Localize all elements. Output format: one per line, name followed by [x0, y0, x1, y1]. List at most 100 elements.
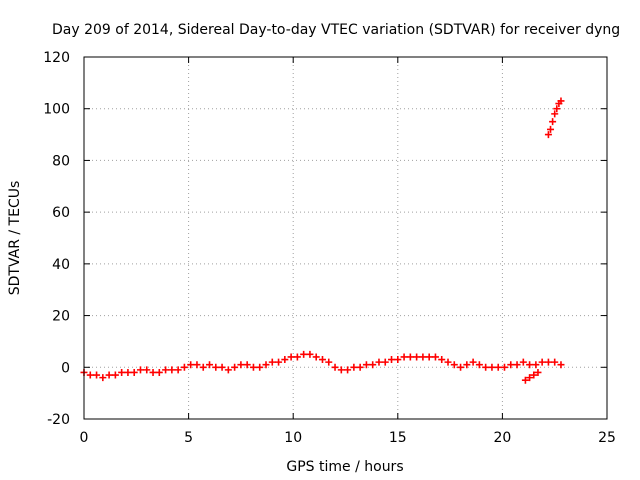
y-tick-label: -20 — [47, 412, 70, 428]
data-point — [249, 363, 257, 371]
data-point — [431, 353, 439, 361]
data-point — [174, 366, 182, 374]
data-point — [287, 353, 295, 361]
data-point — [318, 356, 326, 364]
x-tick-labels: 0 5 10 15 20 25 — [80, 430, 616, 446]
data-point — [475, 361, 483, 369]
x-tick-label: 15 — [389, 430, 407, 446]
data-point — [521, 376, 529, 384]
data-point — [237, 361, 245, 369]
data-point — [369, 361, 377, 369]
data-point — [507, 361, 515, 369]
data-point — [544, 131, 552, 139]
data-point — [206, 361, 214, 369]
data-point — [547, 125, 555, 133]
data-point — [124, 368, 132, 376]
data-point — [130, 368, 138, 376]
x-tick-label: 20 — [493, 430, 511, 446]
data-points — [80, 97, 565, 384]
data-point — [218, 363, 226, 371]
y-tick-labels: -20 0 20 40 60 80 100 120 — [43, 50, 70, 428]
data-point — [243, 361, 251, 369]
data-point — [118, 368, 126, 376]
data-point — [553, 105, 561, 113]
data-point — [293, 353, 301, 361]
data-point — [93, 371, 101, 379]
x-axis-title: GPS time / hours — [286, 459, 403, 475]
data-point — [344, 366, 352, 374]
data-point — [256, 363, 264, 371]
data-point — [199, 363, 207, 371]
data-point — [275, 358, 283, 366]
data-point — [463, 361, 471, 369]
y-tick-label: 120 — [43, 50, 70, 66]
data-point — [526, 374, 534, 382]
data-point — [438, 356, 446, 364]
data-point — [356, 363, 364, 371]
data-point — [136, 366, 144, 374]
y-tick-label: 20 — [52, 309, 70, 325]
data-point — [551, 358, 559, 366]
data-point — [325, 358, 333, 366]
data-point — [262, 361, 270, 369]
data-point — [450, 361, 458, 369]
data-point — [482, 363, 490, 371]
data-point — [105, 371, 113, 379]
data-point — [394, 356, 402, 364]
y-tick-label: 100 — [43, 102, 70, 118]
data-point — [413, 353, 421, 361]
x-tick-label: 0 — [80, 430, 89, 446]
data-point — [149, 368, 157, 376]
data-point — [532, 361, 540, 369]
y-tick-label: 0 — [61, 360, 70, 376]
data-point — [143, 366, 151, 374]
data-point — [86, 371, 94, 379]
data-point — [444, 358, 452, 366]
data-point — [425, 353, 433, 361]
data-point — [99, 374, 107, 382]
data-point — [268, 358, 276, 366]
chart-title: Day 209 of 2014, Sidereal Day-to-day VTE… — [52, 22, 620, 38]
data-point — [551, 110, 559, 118]
data-point — [557, 97, 565, 105]
plot-frame — [83, 56, 608, 420]
data-point — [155, 368, 163, 376]
y-axis-title: SDTVAR / TECUs — [7, 181, 23, 296]
data-point — [469, 358, 477, 366]
axis-ticks — [83, 56, 608, 420]
data-point — [375, 358, 383, 366]
data-point — [193, 361, 201, 369]
data-point — [406, 353, 414, 361]
x-tick-label: 10 — [284, 430, 302, 446]
data-point — [350, 363, 358, 371]
data-point — [500, 363, 508, 371]
data-point — [212, 363, 220, 371]
data-point — [488, 363, 496, 371]
y-tick-label: 60 — [52, 205, 70, 221]
data-point — [534, 368, 542, 376]
data-point — [111, 371, 119, 379]
grid-lines — [84, 57, 607, 419]
data-point — [519, 358, 527, 366]
data-point — [306, 350, 314, 358]
data-point — [381, 358, 389, 366]
data-point — [224, 366, 232, 374]
data-point — [457, 363, 465, 371]
data-point — [187, 361, 195, 369]
data-point — [180, 363, 188, 371]
data-point — [168, 366, 176, 374]
data-point — [362, 361, 370, 369]
x-tick-label: 5 — [184, 430, 193, 446]
data-point — [494, 363, 502, 371]
data-point — [231, 363, 239, 371]
data-point — [300, 350, 308, 358]
data-point — [526, 361, 534, 369]
data-point — [513, 361, 521, 369]
data-point — [162, 366, 170, 374]
x-tick-label: 25 — [598, 430, 616, 446]
data-point — [538, 358, 546, 366]
data-point — [530, 371, 538, 379]
data-point — [331, 363, 339, 371]
data-point — [549, 118, 557, 126]
